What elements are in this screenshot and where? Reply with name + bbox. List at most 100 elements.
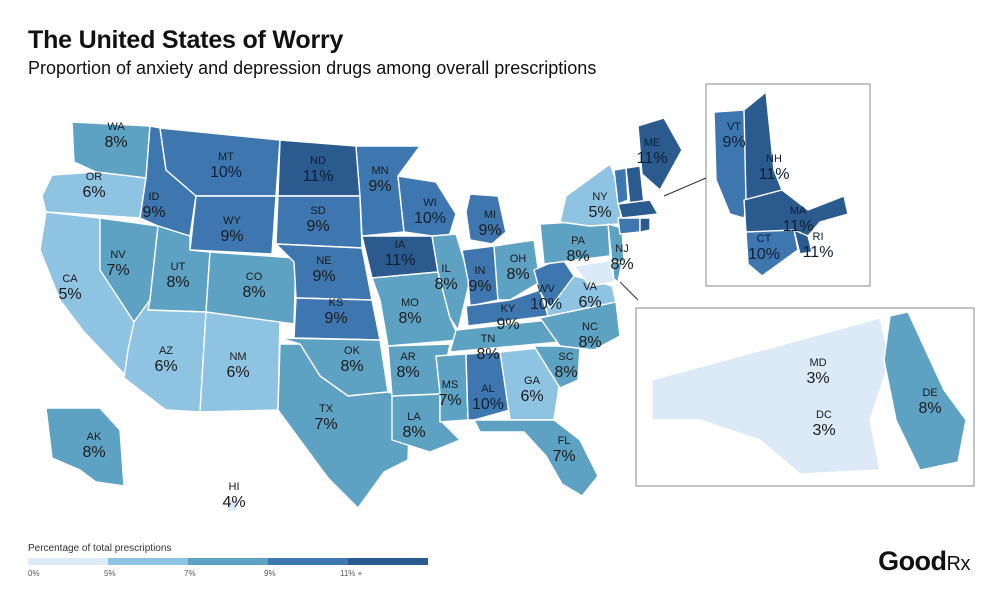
inset-state-ri — [793, 229, 813, 255]
state-hi — [227, 497, 239, 513]
label-mt-abbr: MT — [218, 151, 234, 163]
label-sd-abbr: SD — [310, 205, 325, 217]
inset-label-nh-value: 11% — [759, 166, 790, 183]
label-ak-value: 8% — [82, 444, 105, 461]
label-pa-value: 8% — [566, 248, 589, 265]
legend-swatch-4 — [348, 558, 428, 565]
label-mn-value: 9% — [368, 178, 391, 195]
label-hi-abbr: HI — [229, 481, 240, 493]
inset-label-ri-value: 11% — [803, 244, 834, 261]
inset-label-ri-abbr: RI — [813, 231, 824, 243]
state-tx — [277, 343, 411, 509]
label-ny-value: 5% — [588, 204, 611, 221]
label-nv-abbr: NV — [110, 249, 126, 261]
legend-tick: 0% — [28, 569, 40, 578]
state-md — [573, 259, 615, 287]
label-ar-abbr: AR — [400, 351, 415, 363]
label-me-value: 11% — [637, 150, 668, 167]
label-ia-abbr: IA — [395, 239, 406, 251]
label-tn-value: 8% — [476, 346, 499, 363]
state-ga — [499, 347, 561, 421]
label-nd-abbr: ND — [310, 155, 326, 167]
label-ut-value: 8% — [166, 274, 189, 291]
label-mi-abbr: MI — [484, 209, 496, 221]
label-ms-value: 7% — [438, 392, 461, 409]
inset-label-dc-value: 3% — [812, 422, 835, 439]
label-ks-value: 9% — [324, 310, 347, 327]
legend-tick: 11% + — [340, 569, 363, 578]
label-ca-value: 5% — [58, 286, 81, 303]
label-ca-abbr: CA — [62, 273, 78, 285]
legend-swatch-2 — [188, 558, 268, 565]
inset-label-ct-value: 10% — [748, 246, 780, 263]
label-wi-value: 10% — [414, 210, 446, 227]
goodrx-logo: GoodRx — [878, 546, 970, 576]
inset-label-de-abbr: DE — [922, 387, 937, 399]
label-nm-value: 6% — [226, 364, 249, 381]
label-mi-value: 9% — [478, 222, 501, 239]
label-or-value: 6% — [82, 184, 105, 201]
label-al-value: 10% — [472, 396, 504, 413]
label-wa-abbr: WA — [107, 121, 125, 133]
label-va-abbr: VA — [583, 281, 598, 293]
label-wa-value: 8% — [104, 134, 127, 151]
legend-tick: 5% — [104, 569, 116, 578]
inset-label-ct-abbr: CT — [757, 233, 772, 245]
label-sc-abbr: SC — [558, 351, 573, 363]
label-ne-abbr: NE — [316, 255, 331, 267]
label-wi-abbr: WI — [423, 197, 436, 209]
label-ny-abbr: NY — [592, 191, 608, 203]
label-nc-abbr: NC — [582, 321, 598, 333]
state-ct — [617, 217, 641, 235]
label-or-abbr: OR — [86, 171, 103, 183]
inset-state-nh — [743, 91, 783, 201]
label-az-abbr: AZ — [159, 345, 173, 357]
legend-swatch-0 — [28, 558, 108, 565]
label-va-value: 6% — [578, 294, 601, 311]
label-pa-abbr: PA — [571, 235, 586, 247]
inset-label-md-abbr: MD — [809, 357, 826, 369]
label-tx-value: 7% — [314, 416, 337, 433]
state-oh — [493, 239, 541, 301]
label-ga-value: 6% — [520, 388, 543, 405]
inset-label-dc-abbr: DC — [816, 409, 832, 421]
label-id-value: 9% — [142, 204, 165, 221]
state-me — [637, 117, 683, 191]
state-ak — [45, 407, 125, 487]
inset-label-vt-abbr: VT — [727, 121, 741, 133]
label-ky-abbr: KY — [501, 303, 516, 315]
label-nj-abbr: NJ — [615, 243, 628, 255]
label-ne-value: 9% — [312, 268, 335, 285]
inset-new-england — [705, 83, 871, 287]
inset-label-nh-abbr: NH — [766, 153, 782, 165]
label-sc-value: 8% — [554, 364, 577, 381]
map-subtitle: Proportion of anxiety and depression dru… — [28, 58, 597, 78]
label-oh-value: 8% — [506, 266, 529, 283]
label-ok-abbr: OK — [344, 345, 361, 357]
state-nh — [625, 165, 645, 207]
label-nd-value: 11% — [303, 168, 334, 185]
label-oh-abbr: OH — [510, 253, 527, 265]
label-wy-value: 9% — [220, 228, 243, 245]
inset-label-vt-value: 9% — [722, 134, 745, 151]
state-ky — [465, 289, 549, 327]
legend-swatch-1 — [108, 558, 188, 565]
inset-mid-atlantic — [635, 307, 975, 487]
legend-swatch-3 — [268, 558, 348, 565]
inset-label-de-value: 8% — [918, 400, 941, 417]
label-co-abbr: CO — [246, 271, 263, 283]
state-al — [465, 351, 511, 421]
label-ar-value: 8% — [396, 364, 419, 381]
legend-color-bar — [28, 558, 428, 565]
label-ms-abbr: MS — [442, 379, 459, 391]
map-title: The United States of Worry — [28, 26, 344, 54]
label-in-abbr: IN — [475, 265, 486, 277]
label-hi-value: 4% — [222, 494, 245, 511]
state-mi — [465, 193, 507, 245]
label-in-value: 9% — [468, 278, 491, 295]
label-fl-value: 7% — [552, 448, 575, 465]
label-la-abbr: LA — [407, 411, 421, 423]
label-me-abbr: ME — [644, 137, 661, 149]
state-ri — [639, 217, 651, 233]
